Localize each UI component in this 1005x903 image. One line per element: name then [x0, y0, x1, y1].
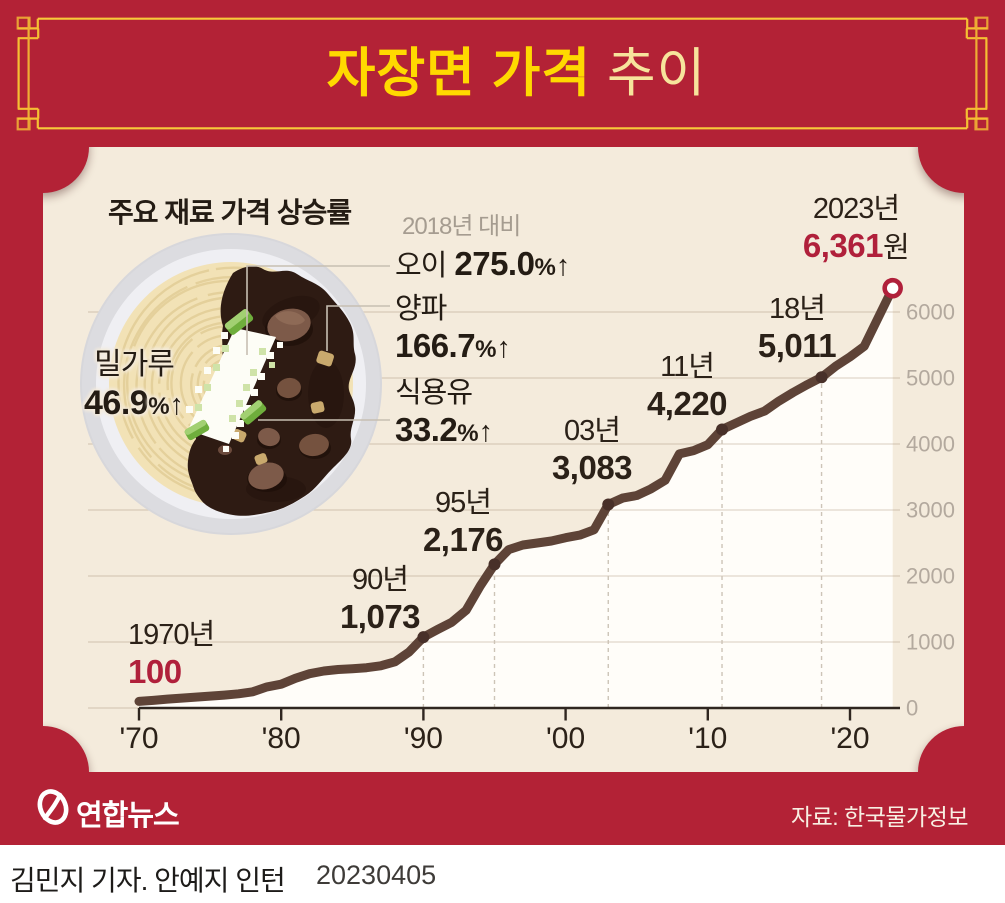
ingredient-oil-pct: %	[457, 420, 479, 447]
ingredient-flour-value: 46.9	[84, 384, 149, 422]
comparison-note: 2018년 대비	[402, 213, 521, 240]
data-point-2018	[815, 371, 828, 384]
x-axis-label-'80: '80	[262, 722, 301, 755]
ingredient-flour-pct: %	[148, 393, 170, 420]
y-axis-label-1000: 1000	[906, 630, 955, 655]
page-title-sub: 추이	[591, 44, 707, 103]
data-point-1990	[417, 631, 430, 644]
annotation-year-label: 90년	[352, 564, 409, 596]
x-axis-label-'10: '10	[688, 722, 727, 755]
ingredient-cucumber-arrow: ↑	[555, 250, 571, 282]
annotation-value-label: 4,220	[577, 387, 797, 420]
annotation-value-number: 5,011	[757, 327, 837, 364]
content-card: 0 1000 2000 3000 4000 5000 6000 '70 '80 '90 '00 '10…	[43, 147, 964, 772]
annotation-value-number: 3,083	[551, 449, 633, 486]
ingredient-oil-value: 33.2	[395, 411, 458, 448]
page-title-main: 자장면 가격	[326, 44, 592, 103]
byline-credit: 김민지 기자. 안예지 인턴	[10, 865, 286, 896]
annotation-year-label: 03년	[564, 415, 621, 447]
y-axis-label-6000: 6000	[906, 300, 955, 325]
annotation-value-number: 1,073	[339, 598, 421, 635]
data-point-1995	[488, 558, 501, 571]
x-axis-label-'00: '00	[546, 722, 585, 755]
annotation-year-label: 95년	[435, 487, 492, 519]
annotation-value-label: 2,176	[353, 523, 573, 556]
source-text: 자료: 한국물가정보	[790, 804, 969, 830]
ingredient-flour: 밀가루 46.9%↑	[84, 348, 185, 422]
x-axis-label-'70: '70	[119, 722, 158, 755]
annotation-year-label: 11년	[660, 351, 715, 383]
poster-background: 자장면 가격 추이 0 1000 2000 3000 4000 5000 6000 '70 '8…	[0, 0, 1005, 845]
annotation-value-number: 100	[128, 653, 182, 690]
annotation-value-number: 6,361	[802, 227, 884, 264]
x-axis-label-'20: '20	[830, 722, 869, 755]
y-axis-label-5000: 5000	[906, 366, 955, 391]
x-axis-label-'90: '90	[404, 722, 443, 755]
ingredient-cucumber: 오이 275.0%↑	[395, 247, 570, 281]
y-axis-label-4000: 4000	[906, 432, 955, 457]
scallion-slices	[184, 309, 267, 441]
y-axis-label-0: 0	[906, 696, 918, 721]
panel-heading: 주요 재료 가격 상승률	[108, 197, 352, 228]
annotation-2011: 11년 4,220	[577, 351, 797, 421]
ornamental-gold-frame	[16, 16, 989, 131]
ingredient-oil: 식용유 33.2%↑	[395, 379, 493, 447]
footer: 연합뉴스 자료: 한국물가정보	[0, 772, 1005, 845]
annotation-2018: 18년 5,011	[687, 293, 907, 363]
annotation-value-label: 3,083	[482, 451, 702, 484]
annotation-1970: 1970년 100	[128, 619, 215, 689]
ingredient-oil-name: 식용유	[395, 377, 473, 409]
ingredient-oil-arrow: ↑	[478, 416, 494, 448]
ingredient-onion-arrow: ↑	[496, 332, 511, 364]
y-axis-label-3000: 3000	[906, 498, 955, 523]
ingredient-onion: 양파 166.7%↑	[395, 295, 511, 363]
annotation-value-label: 100	[128, 655, 214, 688]
annotation-1995: 95년 2,176	[353, 487, 573, 557]
annotation-year-label: 1970년	[128, 619, 215, 651]
annotation-value-suffix: 원	[882, 232, 910, 264]
yonhap-logo-icon	[37, 789, 69, 825]
ingredient-onion-pct: %	[475, 336, 497, 363]
ingredient-onion-value: 166.7	[395, 327, 476, 364]
area-fill-under-line	[139, 288, 893, 708]
ingredient-flour-arrow: ↑	[169, 389, 185, 421]
end-point-marker	[882, 277, 903, 299]
annotation-2023: 2023년 6,361원	[746, 195, 964, 263]
annotation-1990: 90년 1,073	[270, 564, 490, 634]
annotation-value-number: 2,176	[422, 521, 504, 558]
annotation-value-label: 1,073	[270, 600, 490, 633]
annotation-year-label: 2023년	[812, 193, 900, 225]
data-point-2003	[602, 498, 615, 511]
byline-bar: 김민지 기자. 안예지 인턴 20230405	[0, 845, 1005, 903]
ingredient-cucumber-name: 오이	[395, 250, 447, 282]
data-point-2011	[716, 423, 729, 436]
page-title: 자장면 가격 추이	[14, 0, 1005, 147]
logo-text: 연합뉴스	[76, 800, 180, 832]
ingredient-onion-name: 양파	[395, 293, 447, 325]
ingredient-flour-name: 밀가루	[94, 348, 175, 381]
price-line	[134, 283, 898, 706]
ingredient-cucumber-pct: %	[534, 254, 556, 281]
y-axis-label-2000: 2000	[906, 564, 955, 589]
annotation-value-label: 6,361원	[746, 229, 964, 263]
annotation-2003: 03년 3,083	[482, 415, 702, 485]
annotation-year-label: 18년	[769, 293, 826, 325]
annotation-value-label: 5,011	[687, 329, 907, 362]
noodle-lift-band	[184, 309, 283, 452]
byline-date: 20230405	[316, 860, 437, 890]
annotation-value-number: 4,220	[646, 385, 728, 422]
ingredient-cucumber-value: 275.0	[454, 245, 535, 282]
